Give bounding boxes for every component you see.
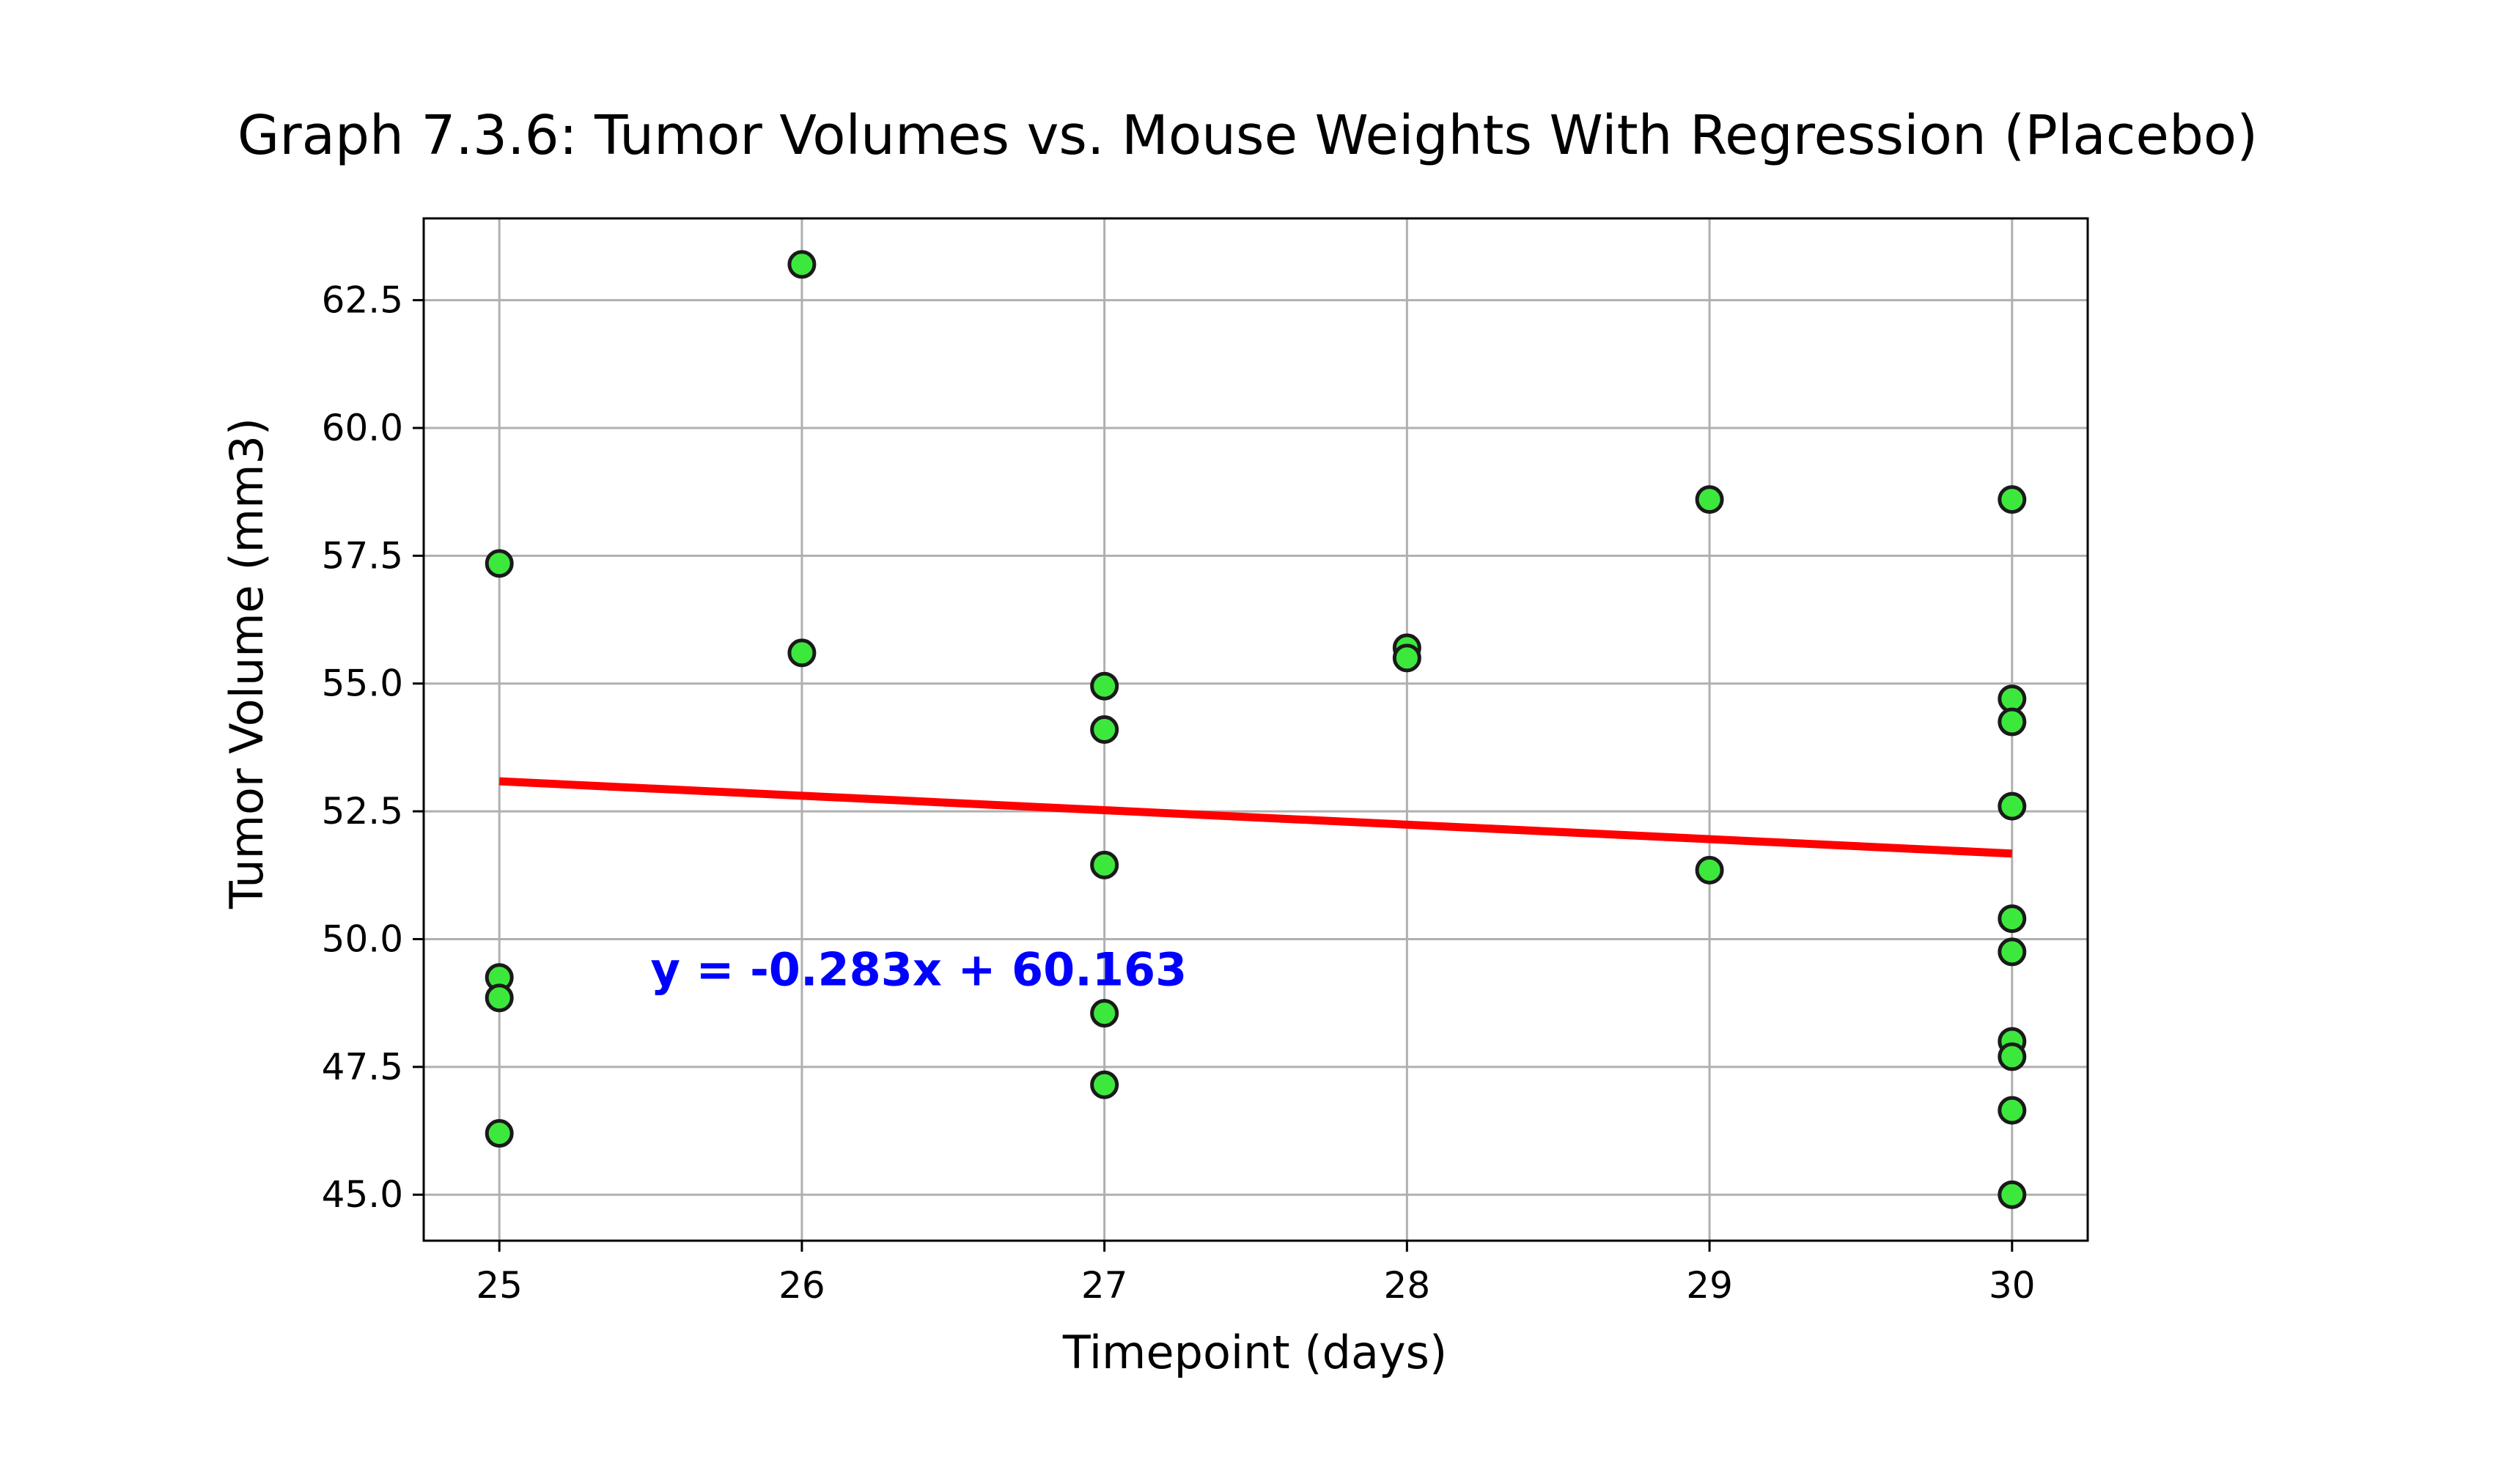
data-point <box>1392 643 1421 673</box>
plot-frame <box>422 217 2089 1242</box>
x-tick-label: 28 <box>1384 1264 1431 1307</box>
data-point <box>787 250 817 279</box>
data-point <box>1998 485 2027 514</box>
data-point <box>485 549 514 578</box>
y-tick-label: 50.0 <box>322 918 403 960</box>
data-point <box>485 983 514 1013</box>
data-point <box>1090 715 1119 744</box>
x-tick-label: 29 <box>1686 1264 1733 1307</box>
regression-layer <box>498 777 2013 858</box>
data-point <box>1090 999 1119 1028</box>
chart-title: Graph 7.3.6: Tumor Volumes vs. Mouse Wei… <box>238 104 2258 167</box>
data-point <box>1998 791 2027 821</box>
x-tick-label: 30 <box>1989 1264 2036 1307</box>
data-point <box>1998 1042 2027 1071</box>
data-point <box>1090 671 1119 701</box>
data-point <box>485 1119 514 1148</box>
data-points <box>485 250 2027 1209</box>
data-point <box>1998 904 2027 934</box>
data-point <box>787 638 817 668</box>
x-tick-label: 25 <box>476 1264 523 1307</box>
grid-lines <box>424 218 2088 1241</box>
data-point <box>1998 1096 2027 1125</box>
y-tick-label: 47.5 <box>322 1046 403 1088</box>
y-axis-ticks: 45.0 47.5 50.0 52.5 55.0 57.5 60.0 62.5 <box>322 279 424 1216</box>
y-axis-label: Tumor Volume (mm3) <box>220 418 273 909</box>
regression-equation: y = -0.283x + 60.163 <box>651 942 1188 996</box>
data-point <box>1090 1070 1119 1099</box>
data-point <box>1090 850 1119 879</box>
x-tick-label: 27 <box>1081 1264 1128 1307</box>
regression-line <box>498 777 2013 858</box>
y-tick-label: 60.0 <box>322 407 403 449</box>
data-point <box>1998 937 2027 967</box>
x-tick-label: 26 <box>778 1264 825 1307</box>
y-tick-label: 52.5 <box>322 790 403 833</box>
data-point <box>1695 485 1724 514</box>
y-tick-label: 57.5 <box>322 534 403 577</box>
data-point <box>1695 855 1724 885</box>
y-tick-label: 62.5 <box>322 279 403 322</box>
x-axis-label: Timepoint (days) <box>1062 1326 1447 1379</box>
data-point <box>1998 707 2027 737</box>
y-tick-label: 45.0 <box>322 1173 403 1216</box>
y-tick-label: 55.0 <box>322 662 403 705</box>
x-axis-ticks: 25 26 27 28 29 30 <box>476 1241 2036 1307</box>
data-point <box>1998 1180 2027 1209</box>
